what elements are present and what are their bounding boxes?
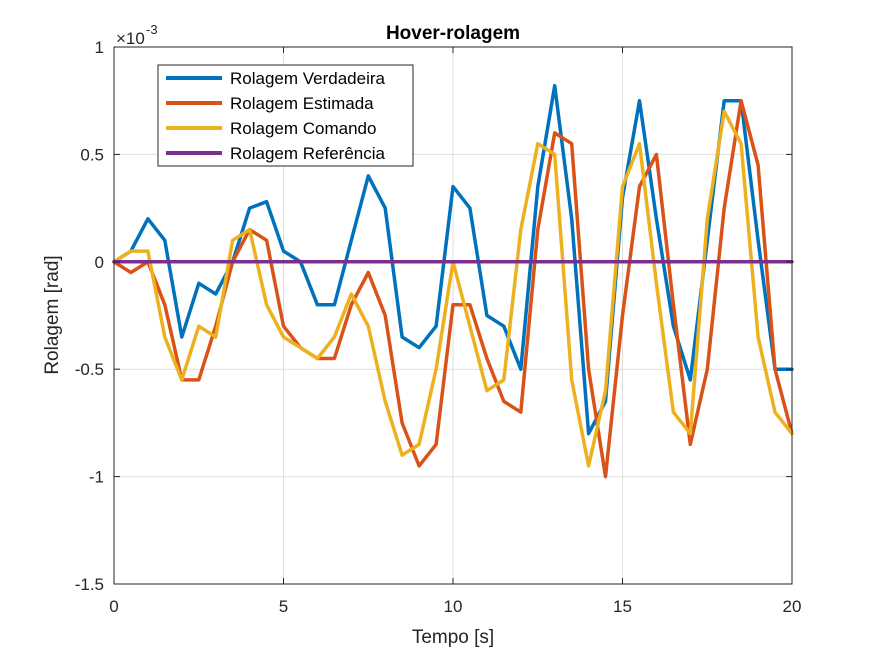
y-axis-exponent: ×10 -3 <box>116 22 158 48</box>
chart-title: Hover-rolagem <box>386 23 520 44</box>
x-tick-label: 5 <box>279 597 288 616</box>
x-tick-label: 15 <box>613 597 632 616</box>
axis-ticks: 0 5 10 15 20 -1.5 -1 -0.5 0 0.5 1 <box>75 38 802 616</box>
legend: Rolagem Verdadeira Rolagem Estimada Rolage… <box>157 64 414 167</box>
legend-label: Rolagem Comando <box>230 119 376 138</box>
exponent-power: -3 <box>146 22 158 37</box>
x-tick-label: 0 <box>109 597 118 616</box>
series-layer <box>112 83 794 479</box>
legend-items: Rolagem Verdadeira Rolagem Estimada Rolage… <box>166 69 386 163</box>
x-axis-label: Tempo [s] <box>412 627 494 648</box>
legend-label: Rolagem Estimada <box>230 94 374 113</box>
legend-label: Rolagem Referência <box>230 144 386 163</box>
x-tick-label: 20 <box>783 597 802 616</box>
y-tick-label: -0.5 <box>75 360 104 379</box>
y-tick-label: -1.5 <box>75 575 104 594</box>
y-tick-label: 1 <box>95 38 104 57</box>
series-line-2 <box>112 98 794 479</box>
x-tick-label: 10 <box>444 597 463 616</box>
legend-box <box>157 64 414 167</box>
exponent-base: ×10 <box>116 29 145 48</box>
legend-label: Rolagem Verdadeira <box>230 69 386 88</box>
y-tick-label: 0.5 <box>80 145 104 164</box>
y-tick-label: 0 <box>95 253 104 272</box>
y-axis-label: Rolagem [rad] <box>42 255 63 374</box>
y-tick-label: -1 <box>89 468 104 487</box>
